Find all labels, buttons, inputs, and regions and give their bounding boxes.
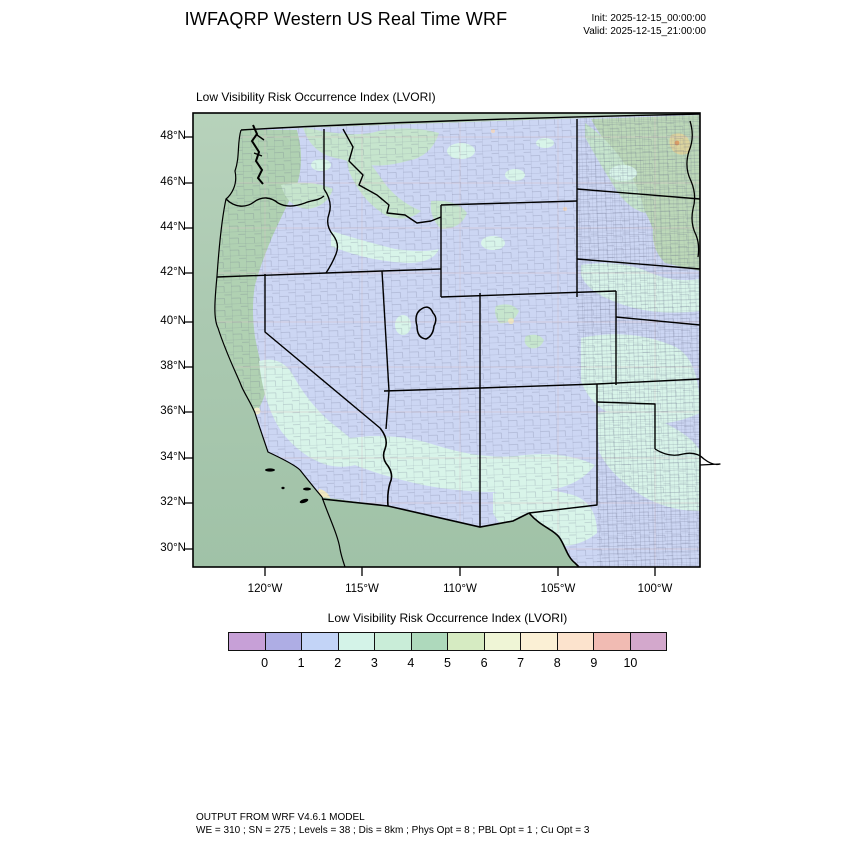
puget-sound <box>250 124 264 185</box>
lat-tick-label: 36°N <box>160 405 186 417</box>
lat-tick-label: 32°N <box>160 496 186 508</box>
colorbar-segment <box>483 633 520 650</box>
ocean-background <box>193 113 700 567</box>
lat-tick-label: 42°N <box>160 266 186 278</box>
model-config-line: WE = 310 ; SN = 275 ; Levels = 38 ; Dis … <box>196 825 590 836</box>
colorbar-tick-label: 9 <box>590 656 598 670</box>
colorbar-segment <box>447 633 484 650</box>
colorbar-segment <box>374 633 411 650</box>
state-borders <box>216 119 721 527</box>
lon-tick-label: 100°W <box>637 583 673 595</box>
nm-tx-border <box>528 384 598 514</box>
lat-tick-label: 46°N <box>160 176 186 188</box>
colorbar-segment <box>337 633 374 650</box>
lat-tick-label: 40°N <box>160 315 186 327</box>
axis-ticks <box>184 136 656 576</box>
model-timestamp-block: Init: 2025-12-15_00:00:00 Valid: 2025-12… <box>583 13 706 38</box>
county-lines-plains <box>577 114 700 567</box>
colorbar-tick-label: 10 <box>623 656 638 670</box>
great-salt-lake <box>415 306 437 340</box>
wa-or-border <box>225 195 325 207</box>
lat-tick-label: 48°N <box>160 130 186 142</box>
lon-tick-label: 115°W <box>345 583 379 595</box>
colorbar-segment <box>229 633 265 650</box>
water-features <box>250 120 700 340</box>
lat-tick-label: 34°N <box>160 451 186 463</box>
colorbar-segment <box>264 633 301 650</box>
ne-ks-border <box>615 316 701 326</box>
lat42-border <box>216 268 442 278</box>
colorbar-tick-label: 6 <box>480 656 488 670</box>
channel-islands <box>265 468 311 504</box>
valid-time-label: Valid: 2025-12-15_21:00:00 <box>583 25 706 37</box>
red-river-tx-ok <box>654 448 721 466</box>
colorbar-segment <box>556 633 593 650</box>
pacific-coastline <box>214 129 323 498</box>
lon-tick-label: 110°W <box>443 583 477 595</box>
colorbar-segment <box>593 633 630 650</box>
ok-panhandle-border <box>596 401 656 449</box>
lon-tick-label: 105°W <box>540 583 576 595</box>
model-config-footer: OUTPUT FROM WRF V4.6.1 MODEL WE = 310 ; … <box>196 811 589 837</box>
colorbar-tick-label: 5 <box>444 656 451 670</box>
nv-az-border <box>385 390 390 430</box>
mt-wy-border <box>440 200 578 206</box>
colorbar-tick-label: 8 <box>553 656 561 670</box>
colorbar-tick-label: 3 <box>370 656 378 670</box>
colorbar <box>228 632 667 651</box>
colorbar-tick-label: 0 <box>261 656 269 670</box>
init-time-label: Init: 2025-12-15_00:00:00 <box>591 13 706 24</box>
colorbar-tick-label: 2 <box>334 656 342 670</box>
red-river-valley <box>686 120 700 258</box>
id-mt-border <box>342 128 442 224</box>
colorbar-segment <box>629 633 666 650</box>
nv-ut-border <box>381 270 390 392</box>
lvori-map-panel <box>184 112 721 576</box>
page-title: IWFAQRP Western US Real Time WRF <box>184 9 508 29</box>
plot-subtitle: Low Visibility Risk Occurrence Index (LV… <box>196 90 436 104</box>
colorbar-tick-label: 7 <box>517 656 525 670</box>
lat-tick-label: 30°N <box>160 542 186 554</box>
lat-tick-label: 38°N <box>160 360 186 372</box>
lat37-border <box>383 378 701 392</box>
rio-grande <box>528 512 580 568</box>
colorbar-segment <box>301 633 338 650</box>
colorbar-tick-label: 4 <box>407 656 415 670</box>
lon-tick-label: 120°W <box>247 583 283 595</box>
or-id-border <box>323 188 339 274</box>
colorbar-title: Low Visibility Risk Occurrence Index (LV… <box>327 611 568 625</box>
model-version-line: OUTPUT FROM WRF V4.6.1 MODEL <box>196 812 365 823</box>
ca-nv-border <box>264 274 381 429</box>
map-frame <box>192 112 701 568</box>
colorbar-tick-label: 1 <box>297 656 305 670</box>
lat-tick-label: 44°N <box>160 221 186 233</box>
sd-ne-border <box>576 258 701 270</box>
colorado-river <box>379 427 393 507</box>
baja-coastline <box>321 496 346 568</box>
colorbar-segment <box>520 633 557 650</box>
lvori-map <box>184 112 721 576</box>
puget-sound-branch <box>253 134 265 157</box>
canada-border <box>240 113 701 131</box>
lat41-border <box>440 290 617 298</box>
nd-sd-border <box>576 188 701 200</box>
colorbar-segment <box>410 633 447 650</box>
